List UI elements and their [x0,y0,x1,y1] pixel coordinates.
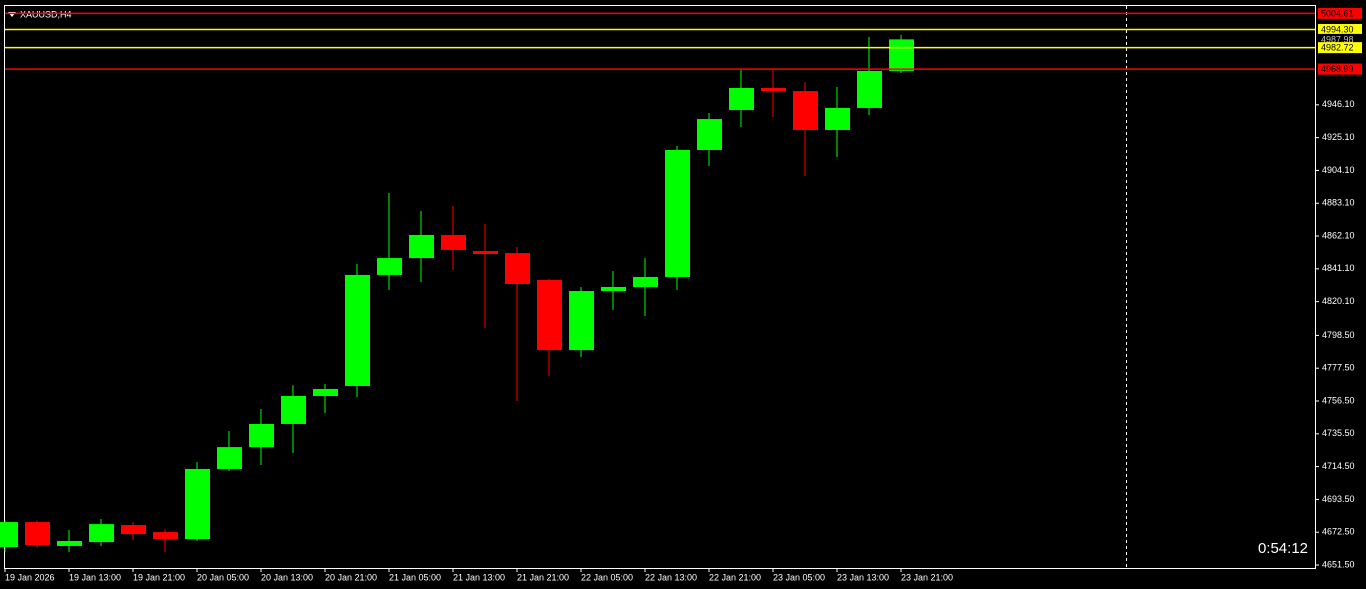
price-label-box [1318,33,1362,45]
x-tick-label: 20 Jan 13:00 [261,572,313,582]
candle-body [377,258,402,275]
x-tick-label: 20 Jan 05:00 [197,572,249,582]
chart-title: XAUUSD,H4 [20,9,72,19]
candle-body [409,234,434,259]
price-label: 5004.61 [1321,8,1354,18]
y-tick-label: 4946.10 [1322,99,1355,109]
candle-body [889,39,914,71]
y-tick-label: 4693.50 [1322,494,1355,504]
candle-body [217,447,242,469]
price-label: 4968.99 [1321,64,1354,74]
x-tick-label: 19 Jan 21:00 [133,572,185,582]
candle-body [793,91,818,130]
candle-body [729,87,754,110]
x-tick-label: 21 Jan 21:00 [517,572,569,582]
candle-body [25,522,50,546]
candle-body [153,532,178,540]
candle-body [601,286,626,292]
candle-body [313,388,338,397]
y-tick-label: 4651.50 [1322,559,1355,569]
candle-body [537,279,562,351]
price-label-box [1318,24,1362,36]
candle-body [857,70,882,108]
candle-body [89,524,114,543]
y-tick-label: 4798.50 [1322,330,1355,340]
price-label-box [1318,7,1362,19]
y-tick-label: 4841.10 [1322,263,1355,273]
candle-body [57,540,82,546]
x-tick-label: 19 Jan 2026 [5,572,55,582]
candle-body [0,522,18,548]
candle-body [249,423,274,448]
candle-body [825,107,850,130]
price-label-box [1318,63,1362,75]
y-tick-label: 4777.50 [1322,363,1355,373]
y-tick-label: 4925.10 [1322,132,1355,142]
candle-body [281,396,306,424]
candle-body [633,276,658,287]
y-tick-label: 4862.10 [1322,230,1355,240]
candle-body [505,253,530,285]
y-tick-label: 4820.10 [1322,296,1355,306]
price-label: 4994.30 [1321,24,1354,34]
x-tick-label: 22 Jan 05:00 [581,572,633,582]
x-tick-label: 23 Jan 21:00 [901,572,953,582]
price-label: 4982.72 [1321,42,1354,52]
x-tick-label: 19 Jan 13:00 [69,572,121,582]
candle-body [441,234,466,250]
y-tick-label: 4883.10 [1322,198,1355,208]
x-tick-label: 22 Jan 13:00 [645,572,697,582]
candle-body [121,525,146,535]
x-tick-label: 20 Jan 21:00 [325,572,377,582]
y-tick-label: 4756.50 [1322,395,1355,405]
x-tick-label: 21 Jan 05:00 [389,572,441,582]
price-label: 4987.98 [1321,34,1354,44]
candle-body [345,274,370,387]
candle-body [185,468,210,540]
candle-body [761,87,786,92]
candle-body [697,119,722,150]
plot-frame [4,5,1316,569]
x-tick-label: 21 Jan 13:00 [453,572,505,582]
price-label-box [1318,42,1362,54]
candle-body [665,149,690,277]
x-tick-label: 22 Jan 21:00 [709,572,761,582]
y-tick-label: 4735.50 [1322,428,1355,438]
candle-body [569,291,594,351]
bar-timer: 0:54:12 [1258,540,1308,557]
y-tick-label: 4672.50 [1322,527,1355,537]
x-tick-label: 23 Jan 13:00 [837,572,889,582]
y-tick-label: 4714.50 [1322,461,1355,471]
candle-body [473,251,498,255]
x-tick-label: 23 Jan 05:00 [773,572,825,582]
y-tick-label: 4904.10 [1322,165,1355,175]
